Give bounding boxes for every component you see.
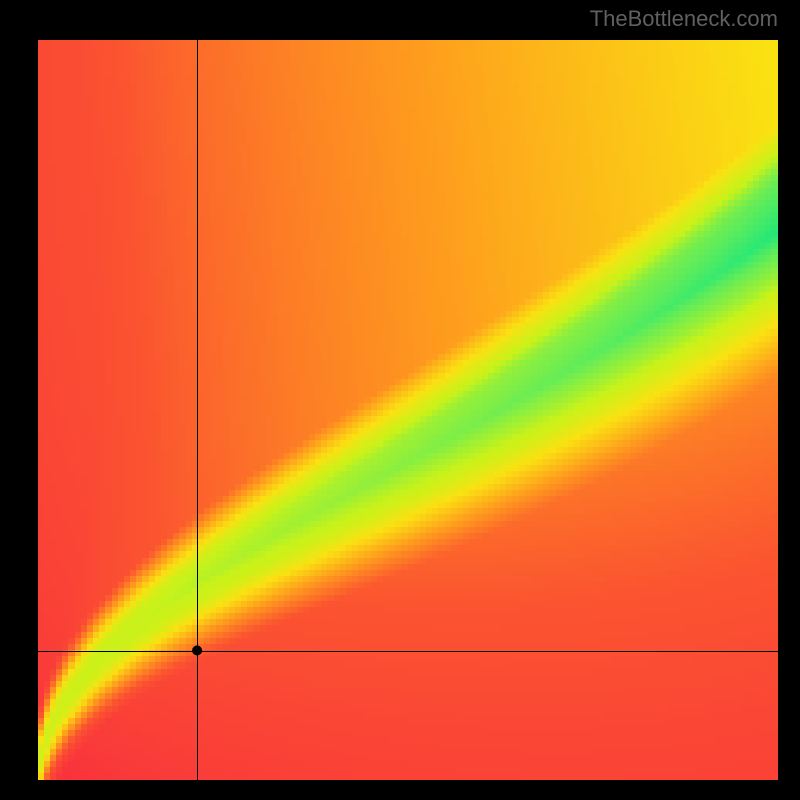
watermark-label: TheBottleneck.com [590, 6, 778, 32]
bottleneck-heatmap [38, 40, 778, 780]
